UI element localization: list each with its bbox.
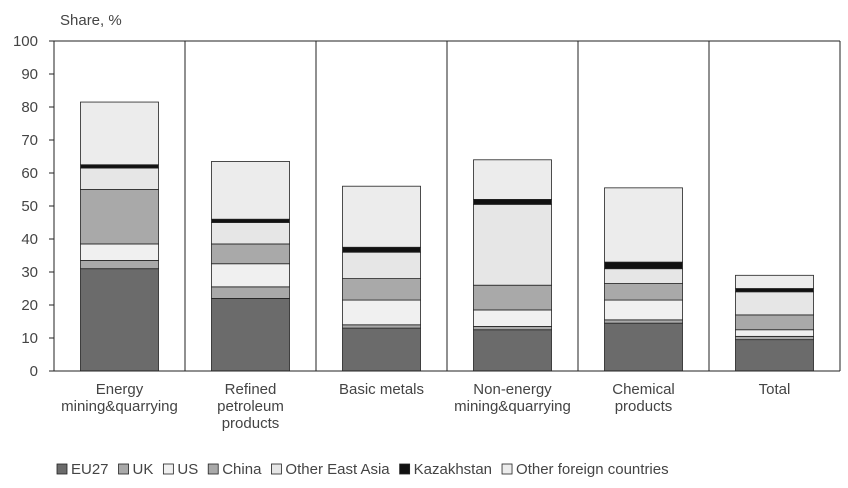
bar-segment-eu27 <box>342 327 421 372</box>
y-tick-label: 40 <box>21 231 38 248</box>
y-tick-label: 70 <box>21 132 38 149</box>
y-tick-label: 90 <box>21 66 38 83</box>
bar-segment-kazakhstan <box>604 261 683 270</box>
bar-segment-kazakhstan <box>735 288 814 293</box>
x-category-label: mining&quarrying <box>61 398 178 415</box>
y-tick-label: 10 <box>21 330 38 347</box>
x-category-label: Refined <box>225 381 277 398</box>
y-tick-label: 30 <box>21 264 38 281</box>
x-category-label: Non-energy <box>473 381 552 398</box>
bar-segment-china <box>604 283 683 301</box>
y-tick-label: 50 <box>21 198 38 215</box>
bar-segment-china <box>735 314 814 331</box>
bar-segment-uk <box>604 319 683 324</box>
legend-label: US <box>177 461 198 478</box>
x-category-label: petroleum <box>217 398 284 415</box>
bar-segment-kazakhstan <box>80 164 159 169</box>
legend-label: Other East Asia <box>285 461 390 478</box>
bar-segment-eu27 <box>211 297 290 372</box>
bar-segment-other-east-asia <box>80 167 159 190</box>
legend-swatch <box>207 463 219 475</box>
x-category-label: products <box>615 398 673 415</box>
bar-segment-us <box>604 299 683 321</box>
y-tick-label: 60 <box>21 165 38 182</box>
bar-segment-eu27 <box>735 339 814 372</box>
x-category-label: Chemical <box>612 381 675 398</box>
bar-segment-other-foreign-countries <box>473 159 552 200</box>
bar-segment-other-foreign-countries <box>604 187 683 263</box>
legend-swatch <box>271 463 282 475</box>
bar-segment-uk <box>211 286 290 299</box>
x-category-label: Energy <box>96 381 144 398</box>
bar-segment-other-east-asia <box>735 291 814 316</box>
bar-segment-kazakhstan <box>473 198 552 205</box>
bar-segment-us <box>342 299 421 326</box>
x-category-label: mining&quarrying <box>454 398 571 415</box>
legend-swatch <box>399 463 411 475</box>
legend-label: UK <box>133 461 154 478</box>
legend-label: Kazakhstan <box>414 461 492 478</box>
bar-segment-other-east-asia <box>604 268 683 284</box>
legend-swatch <box>56 463 68 475</box>
bar-segment-us <box>211 263 290 288</box>
bar-segment-eu27 <box>604 322 683 372</box>
x-category-label: Total <box>759 381 791 398</box>
bar-segment-eu27 <box>80 268 159 372</box>
legend-label: EU27 <box>71 461 109 478</box>
bar-segment-other-east-asia <box>211 222 290 245</box>
bar-segment-other-east-asia <box>473 203 552 286</box>
legend-label: China <box>222 461 262 478</box>
bar-segment-other-foreign-countries <box>211 161 290 220</box>
legend-label: Other foreign countries <box>516 461 669 478</box>
legend-swatch <box>501 463 513 475</box>
legend-swatch <box>162 463 174 475</box>
bar-segment-uk <box>473 326 552 331</box>
bar-segment-china <box>342 278 421 301</box>
bar-segment-other-foreign-countries <box>735 274 814 289</box>
bar-segment-uk <box>735 335 814 341</box>
y-tick-label: 80 <box>21 99 38 116</box>
bar-segment-china <box>473 284 552 311</box>
bar-segment-other-east-asia <box>342 251 421 279</box>
bar-segment-uk <box>80 260 159 270</box>
x-category-label: Basic metals <box>339 381 424 398</box>
bar-segment-us <box>473 309 552 327</box>
x-category-label: products <box>222 415 280 432</box>
bar-segment-us <box>80 243 159 261</box>
y-tick-label: 20 <box>21 297 38 314</box>
bar-segment-china <box>211 243 290 265</box>
bar-segment-other-foreign-countries <box>80 101 159 166</box>
y-tick-label: 100 <box>13 33 38 50</box>
bar-segment-kazakhstan <box>342 246 421 253</box>
y-tick-label: 0 <box>30 363 38 380</box>
bar-segment-us <box>735 329 814 337</box>
bar-segment-other-foreign-countries <box>342 185 421 248</box>
y-axis-title: Share, % <box>60 12 122 29</box>
legend-swatch <box>118 463 129 475</box>
bar-segment-kazakhstan <box>211 218 290 223</box>
bar-segment-uk <box>342 324 421 329</box>
bar-segment-eu27 <box>473 329 552 372</box>
bar-segment-china <box>80 189 159 245</box>
